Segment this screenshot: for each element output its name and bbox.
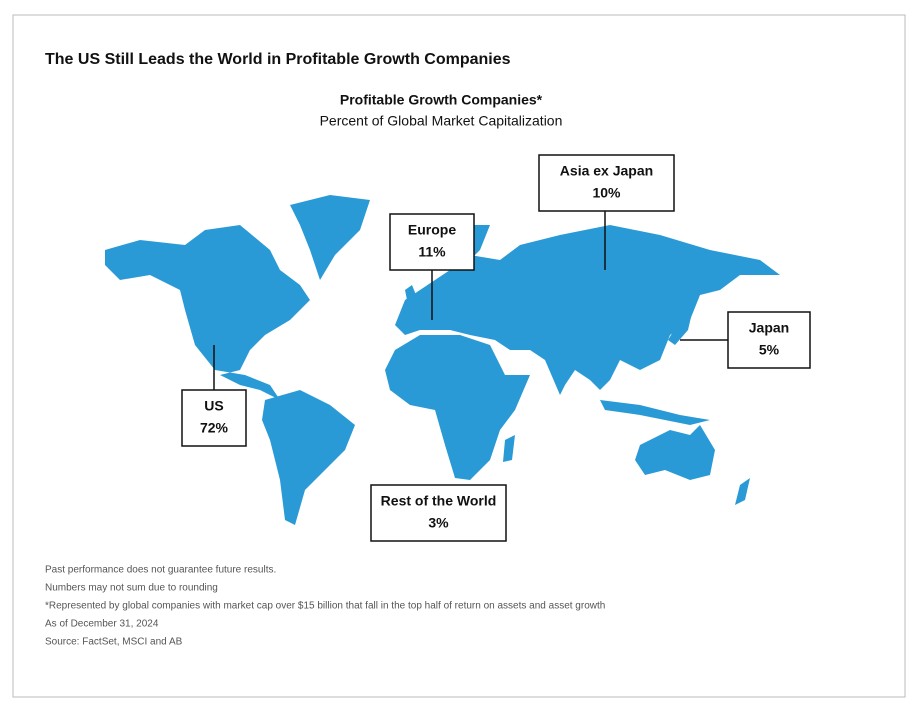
footnote: *Represented by global companies with ma…	[45, 601, 605, 612]
eurasia	[395, 225, 780, 395]
world-map	[105, 195, 780, 525]
footnote: Past performance does not guarantee futu…	[45, 565, 276, 576]
label-box	[538, 154, 675, 212]
label-box	[370, 484, 507, 542]
new-zealand	[735, 478, 750, 505]
region-name: Asia ex Japan	[560, 163, 653, 179]
region-value: 11%	[418, 244, 446, 260]
north-america	[105, 225, 310, 400]
japan-islands	[668, 290, 695, 345]
title: The US Still Leads the World in Profitab…	[45, 51, 511, 68]
australia	[635, 425, 715, 480]
label-box	[389, 213, 475, 271]
indonesia	[600, 400, 710, 425]
region-value: 3%	[428, 515, 449, 531]
footnote: Source: FactSet, MSCI and AB	[45, 637, 183, 648]
region-name: US	[204, 398, 223, 414]
caption: Percent of Global Market Capitalization	[320, 113, 563, 129]
footnotes: Past performance does not guarantee futu…	[45, 565, 605, 648]
region-name: Japan	[749, 320, 789, 336]
region-name: Rest of the World	[381, 493, 497, 509]
south-america	[262, 390, 355, 525]
frame	[12, 14, 906, 698]
callouts: Asia ex Japan 10% Europe 11% Japan 5% US 72% Res…	[181, 154, 811, 542]
region-value: 72%	[200, 420, 229, 436]
label-box	[727, 311, 811, 369]
africa	[385, 335, 530, 480]
region-value: 5%	[759, 342, 780, 358]
region-value: 10%	[592, 185, 621, 201]
footnote: Numbers may not sum due to rounding	[45, 583, 218, 594]
greenland	[290, 195, 370, 280]
region-name: Europe	[408, 222, 456, 238]
britain	[405, 285, 418, 305]
subtitle: Profitable Growth Companies*	[340, 92, 543, 108]
madagascar	[503, 435, 515, 462]
footnote: As of December 31, 2024	[45, 619, 159, 630]
label-box	[181, 389, 247, 447]
